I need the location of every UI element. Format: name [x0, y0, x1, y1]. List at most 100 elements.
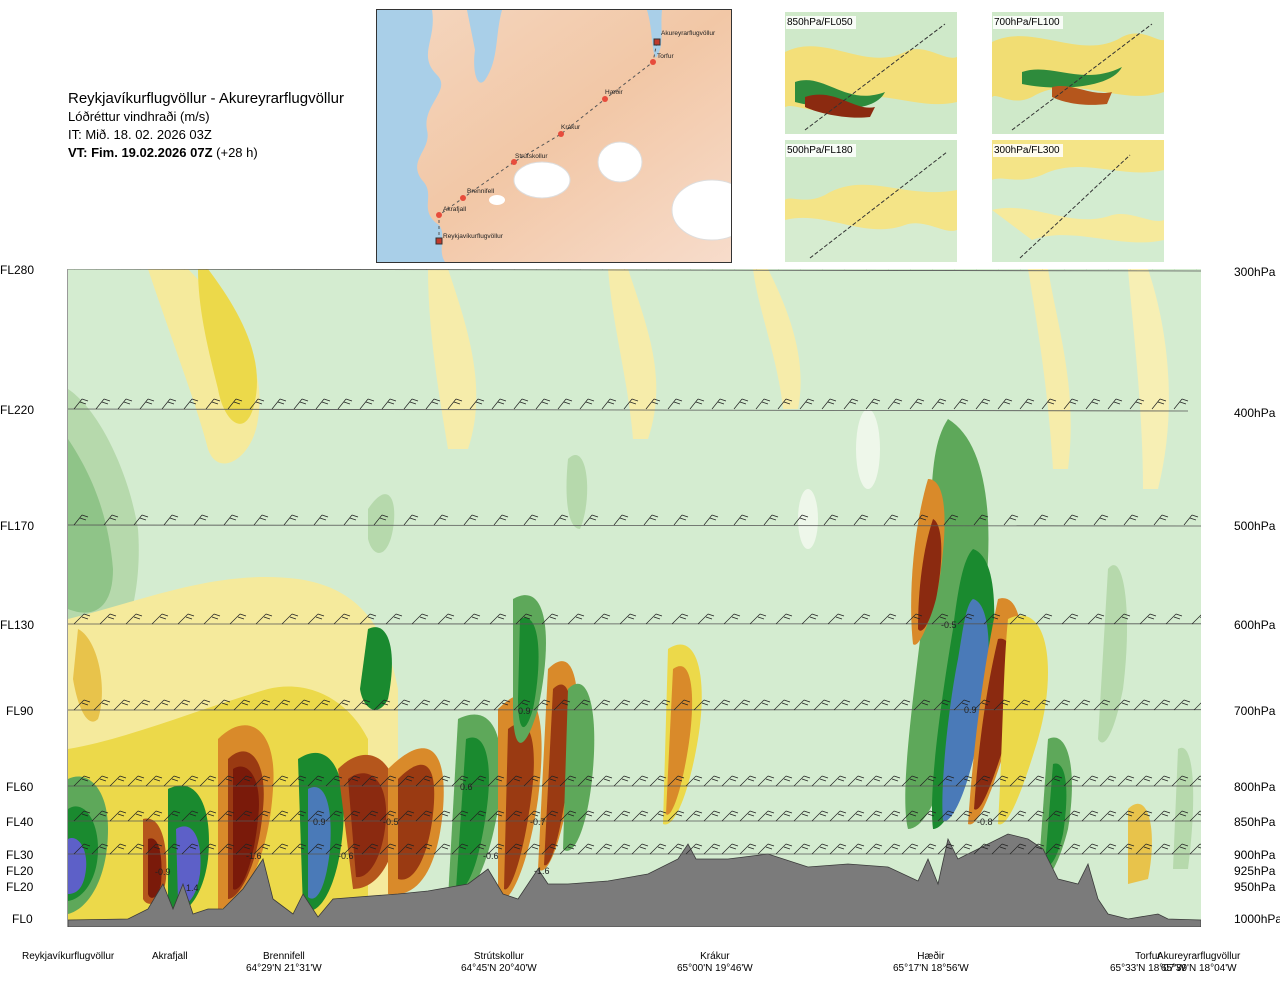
wind-barb [253, 514, 269, 526]
wind-barb [1153, 699, 1171, 711]
wind-barb [199, 775, 217, 787]
wind-barb [333, 699, 351, 711]
wind-barb [253, 699, 271, 711]
wind-barb [853, 514, 869, 526]
wind-barb [811, 775, 829, 787]
wind-barb [739, 843, 757, 855]
inset-label-300: 300hPa/FL300 [993, 144, 1063, 157]
wind-barb [235, 775, 253, 787]
station-coord: 65°39'N 18°04'W [1160, 963, 1237, 974]
station-torfur: Torfur 65°33'N 18°07'W [1110, 951, 1186, 975]
map-label-akrafjall: Akrafjall [443, 206, 467, 213]
wind-barb [775, 775, 793, 787]
wind-barb [793, 699, 811, 711]
ylabel-left-fl220: FL220 [0, 403, 35, 417]
wind-barb [613, 843, 631, 855]
wind-barb [873, 699, 891, 711]
wind-barb [139, 398, 155, 410]
wind-barb [811, 843, 829, 855]
value-label-12: -0.5 [941, 620, 957, 630]
wind-barb [733, 699, 751, 711]
wind-barb [1053, 699, 1071, 711]
wind-barb [1009, 613, 1027, 625]
wind-barb [853, 613, 871, 625]
pressure-level-line [67, 408, 1189, 412]
wind-barb [523, 514, 539, 526]
station-name: Akureyrarflugvöllur [1157, 951, 1241, 962]
wind-barb [1073, 699, 1091, 711]
init-time: IT: Mið. 18. 02. 2026 03Z [68, 127, 212, 142]
wind-barb [325, 810, 343, 822]
wind-barb [109, 843, 127, 855]
wind-barb [813, 699, 831, 711]
wind-barb [883, 843, 901, 855]
wind-barb [937, 843, 955, 855]
station-haedir: Hæðir 65°17'N 18°56'W [893, 951, 969, 975]
wind-barb [883, 775, 901, 787]
wind-barb [489, 613, 507, 625]
wind-barb [1035, 613, 1053, 625]
ylabel-left-fl280: FL280 [0, 263, 35, 277]
map-marker-torfur [650, 59, 656, 65]
wind-barb [397, 775, 415, 787]
ylabel-right-800: 800hPa [1234, 780, 1276, 794]
station-name: Reykjavíkurflugvöllur [22, 951, 115, 962]
wind-barb [359, 613, 377, 625]
wind-barb [703, 843, 721, 855]
inset-850hpa-graphic [785, 12, 957, 134]
wind-barb [671, 613, 689, 625]
wind-barb [199, 843, 217, 855]
wind-barb [281, 613, 299, 625]
station-name: Krákur [700, 951, 730, 962]
wind-barb [73, 699, 91, 711]
wind-barb [361, 810, 379, 822]
wind-barb [693, 699, 711, 711]
station-krakur: Krákur 65°00'N 19°46'W [677, 951, 753, 975]
wind-barb [883, 514, 899, 526]
wind-barb [289, 775, 307, 787]
wind-barb [289, 843, 307, 855]
wind-barb [451, 775, 469, 787]
wind-barb [1107, 398, 1123, 410]
wind-barb [601, 398, 617, 410]
wind-barb [865, 843, 883, 855]
wind-barb [433, 775, 451, 787]
wind-barb [793, 514, 809, 526]
wind-barb [1081, 775, 1099, 787]
wind-barb [711, 398, 727, 410]
wind-barb [273, 699, 291, 711]
wind-barb [181, 775, 199, 787]
wind-barb [415, 843, 433, 855]
wind-barb [1099, 775, 1117, 787]
map-label-reykjavik: Reykjavíkurflugvöllur [443, 233, 504, 240]
ylabel-left-fl20b: FL20 [6, 880, 34, 894]
station-coord: 65°17'N 18°56'W [893, 963, 969, 974]
wind-barb [937, 775, 955, 787]
wind-barb [1013, 699, 1031, 711]
station-reykjavik: Reykjavíkurflugvöllur [22, 951, 114, 963]
wind-barb [73, 810, 91, 822]
wind-barb [829, 810, 847, 822]
wind-barb [433, 514, 449, 526]
wind-barb [163, 843, 181, 855]
wind-barb [161, 398, 177, 410]
wind-barb [1033, 699, 1051, 711]
wind-barb [633, 699, 651, 711]
map-label-brennifell: Brennifell [467, 188, 495, 195]
wind-barb [975, 398, 991, 410]
valid-time: VT: Fim. 19.02.2026 07Z (+28 h) [68, 144, 344, 162]
wind-barb [199, 810, 217, 822]
wind-barb [469, 810, 487, 822]
station-coord: 65°00'N 19°46'W [677, 963, 753, 974]
wind-barb [523, 775, 541, 787]
station-coord: 64°45'N 20°40'W [461, 963, 537, 974]
wind-barb [1099, 843, 1117, 855]
wind-barb [505, 843, 523, 855]
wind-barb [955, 843, 973, 855]
wind-barb [847, 843, 865, 855]
wind-barb [991, 810, 1009, 822]
wind-barb [289, 810, 307, 822]
map-label-strutskollur: Strútskollur [515, 153, 548, 160]
chart-subtitle: Lóðréttur vindhraði (m/s) [68, 109, 210, 124]
wind-barb [505, 775, 523, 787]
